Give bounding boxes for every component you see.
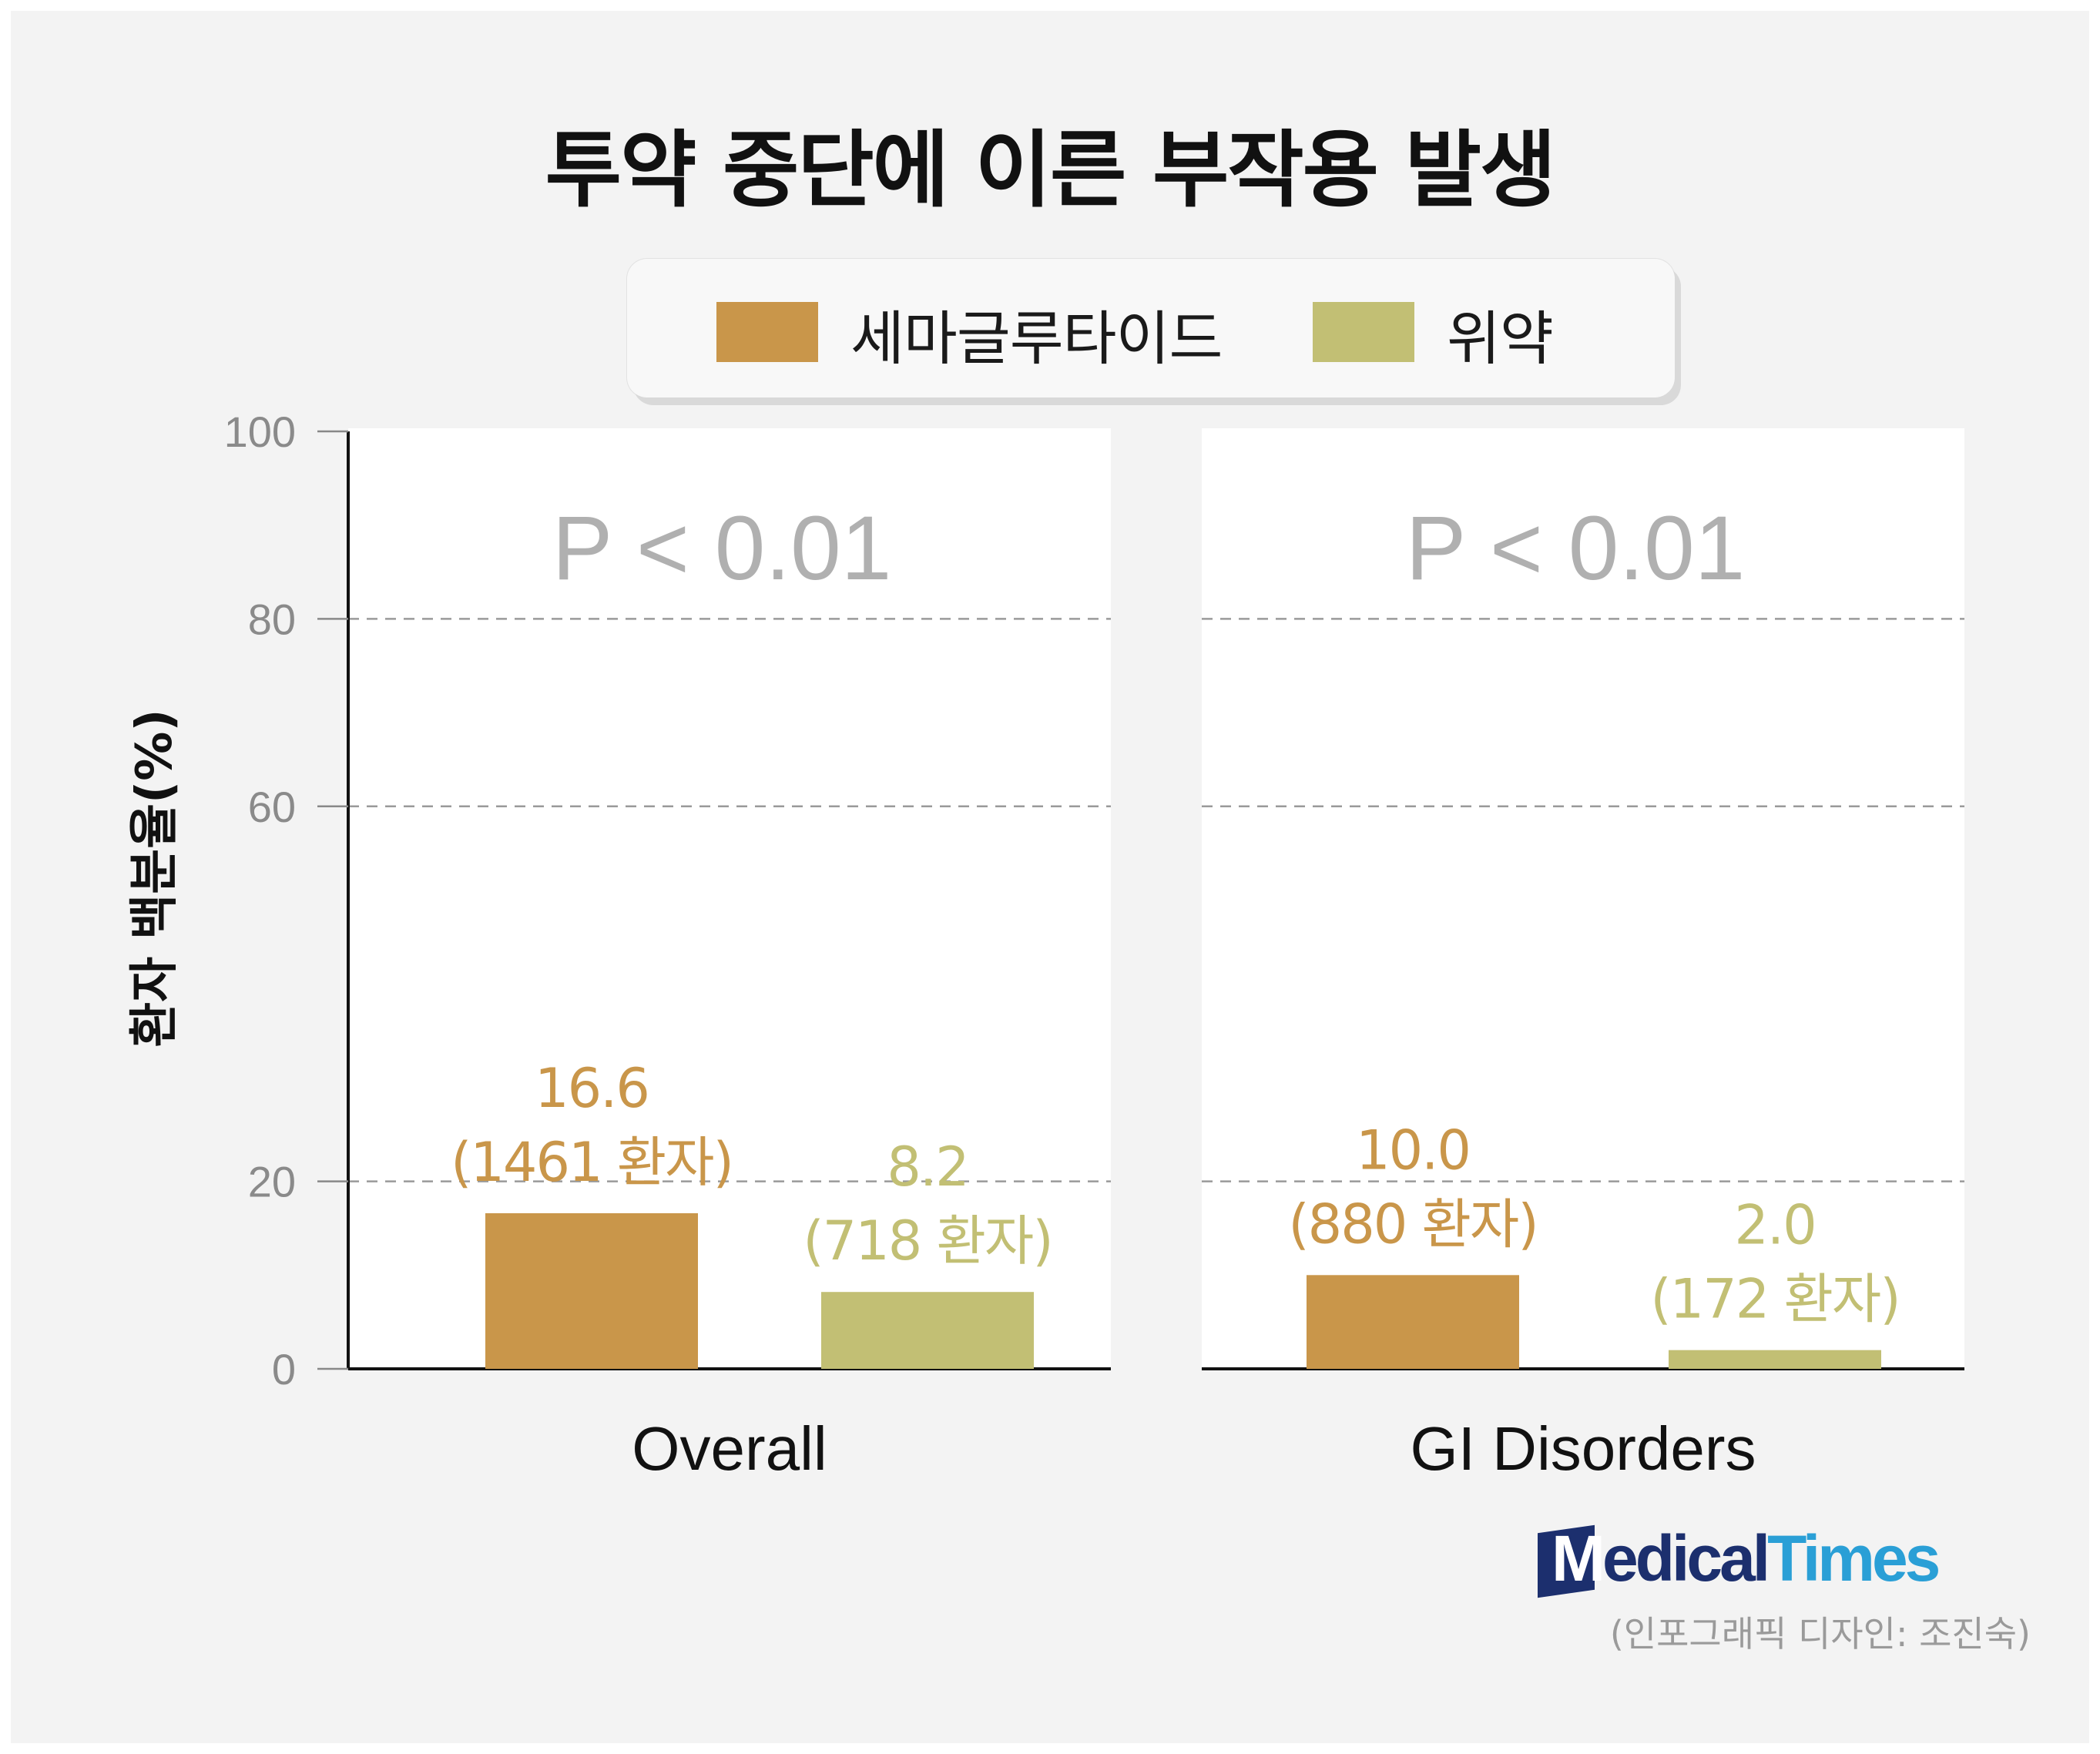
y-axis-label: 환자 백분율(%) xyxy=(126,709,183,1047)
legend-swatch-placebo xyxy=(1313,302,1414,362)
bar-1-placebo xyxy=(821,1292,1034,1369)
data-label-value-1-2: 8.2 xyxy=(887,1135,968,1199)
data-label-value-2-1: 10.0 xyxy=(1356,1118,1470,1182)
data-label-count-1-1: (1461 환자) xyxy=(451,1131,733,1194)
data-label-value-2-2: 2.0 xyxy=(1734,1194,1815,1257)
category-label-1: Overall xyxy=(632,1414,827,1483)
design-credit: (인포그래픽 디자인: 조진숙) xyxy=(1609,1613,2031,1655)
y-tick-label-60: 60 xyxy=(248,783,296,831)
legend-label-placebo: 위약 xyxy=(1447,304,1554,373)
y-tick-label-0: 0 xyxy=(272,1345,296,1393)
bar-2-placebo xyxy=(1669,1350,1881,1369)
legend: 세마글루타이드 위약 xyxy=(627,259,1675,397)
panel-background-2 xyxy=(1202,428,1964,1369)
data-label-count-1-2: (718 환자) xyxy=(803,1209,1052,1273)
y-tick-label-100: 100 xyxy=(224,407,296,456)
legend-label-semaglutide: 세마글루타이드 xyxy=(850,304,1223,373)
data-label-value-1-1: 16.6 xyxy=(535,1057,649,1120)
legend-swatch-semaglutide xyxy=(716,302,818,362)
logo-text: MedicalTimes xyxy=(1552,1522,1941,1595)
p-value-label-1: P < 0.01 xyxy=(552,498,892,599)
y-tick-label-20: 20 xyxy=(248,1158,296,1206)
panel-background-1 xyxy=(348,428,1111,1369)
bar-1-semaglutide xyxy=(485,1212,698,1369)
category-label-2: GI Disorders xyxy=(1411,1414,1756,1483)
chart-title: 투약 중단에 이른 부작용 발생 xyxy=(545,122,1557,219)
bar-2-semaglutide xyxy=(1307,1275,1519,1369)
data-label-count-2-1: (880 환자) xyxy=(1288,1192,1537,1256)
p-value-label-2: P < 0.01 xyxy=(1406,498,1746,599)
y-tick-label-80: 80 xyxy=(248,595,296,643)
medical-times-logo: MedicalTimes xyxy=(1538,1521,2031,1598)
data-label-count-2-2: (172 환자) xyxy=(1650,1268,1899,1331)
